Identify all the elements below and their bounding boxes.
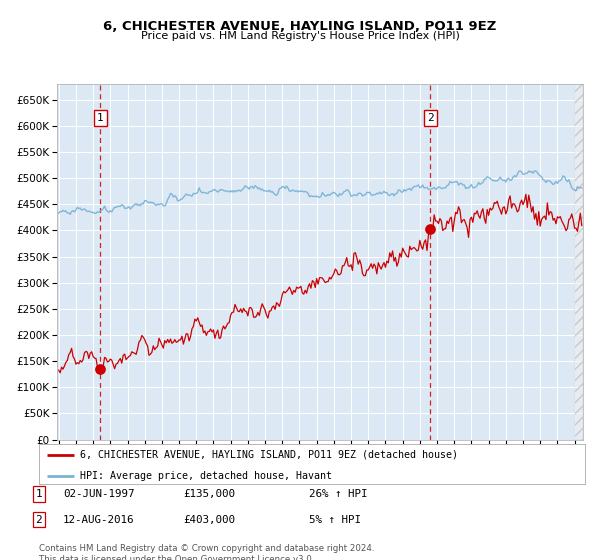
- Text: £403,000: £403,000: [183, 515, 235, 525]
- Text: Contains HM Land Registry data © Crown copyright and database right 2024.
This d: Contains HM Land Registry data © Crown c…: [39, 544, 374, 560]
- Text: Price paid vs. HM Land Registry's House Price Index (HPI): Price paid vs. HM Land Registry's House …: [140, 31, 460, 41]
- Text: 1: 1: [35, 489, 43, 499]
- Text: 6, CHICHESTER AVENUE, HAYLING ISLAND, PO11 9EZ (detached house): 6, CHICHESTER AVENUE, HAYLING ISLAND, PO…: [80, 450, 458, 460]
- Text: 2: 2: [427, 113, 434, 123]
- Point: [425, 225, 435, 234]
- Text: 12-AUG-2016: 12-AUG-2016: [63, 515, 134, 525]
- Text: 2: 2: [35, 515, 43, 525]
- Text: 6, CHICHESTER AVENUE, HAYLING ISLAND, PO11 9EZ: 6, CHICHESTER AVENUE, HAYLING ISLAND, PO…: [103, 20, 497, 32]
- Text: 1: 1: [97, 113, 104, 123]
- Text: £135,000: £135,000: [183, 489, 235, 499]
- Text: 5% ↑ HPI: 5% ↑ HPI: [309, 515, 361, 525]
- Text: HPI: Average price, detached house, Havant: HPI: Average price, detached house, Hava…: [80, 470, 332, 480]
- Polygon shape: [575, 84, 583, 440]
- Point: [95, 365, 105, 374]
- Text: 02-JUN-1997: 02-JUN-1997: [63, 489, 134, 499]
- Text: 26% ↑ HPI: 26% ↑ HPI: [309, 489, 367, 499]
